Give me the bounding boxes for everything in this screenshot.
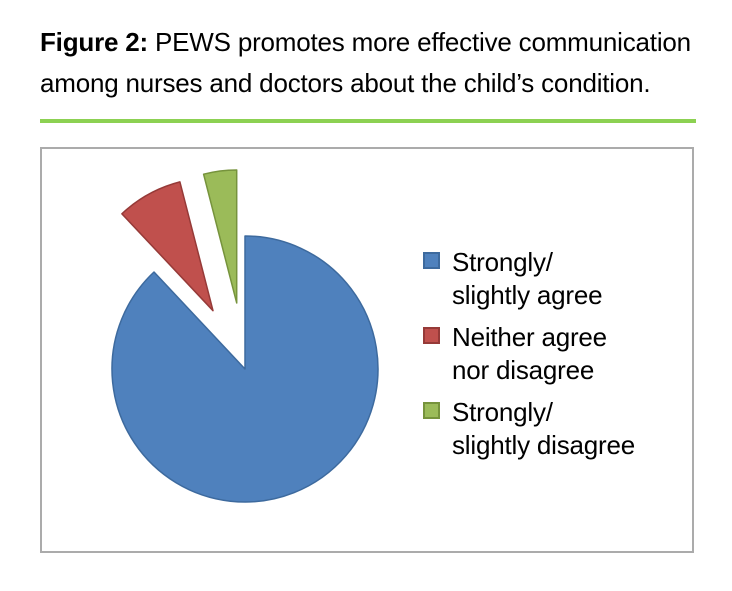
figure-caption-line2: among nurses and doctors about the child… — [40, 68, 651, 98]
legend-label: Neither agree nor disagree — [452, 322, 607, 385]
pie-chart — [111, 169, 379, 503]
figure-caption-line1: Figure 2: PEWS promotes more effective c… — [40, 22, 720, 63]
legend-label: Strongly/slightly disagree — [452, 397, 636, 460]
legend-swatch-icon — [423, 252, 440, 269]
pie-slice — [121, 181, 214, 312]
pie-slice — [202, 169, 238, 304]
figure-caption: Figure 2: PEWS promotes more effective c… — [40, 22, 720, 104]
chart-frame: Strongly/slightly agree Neither agree nor … — [40, 147, 694, 553]
legend-entry: Neither agree nor disagree — [423, 321, 683, 387]
separator-line — [40, 119, 696, 123]
pie-slice — [111, 235, 379, 503]
legend-entry: Strongly/slightly agree — [423, 246, 683, 312]
legend-swatch-icon — [423, 402, 440, 419]
chart-legend: Strongly/slightly agree Neither agree nor … — [423, 246, 683, 462]
legend-entry: Strongly/slightly disagree — [423, 396, 683, 462]
figure-caption-prefix: Figure 2: — [40, 27, 148, 57]
legend-swatch-icon — [423, 327, 440, 344]
figure-caption-line1-text: PEWS promotes more effective communicati… — [148, 27, 691, 57]
legend-label: Strongly/slightly agree — [452, 247, 603, 310]
